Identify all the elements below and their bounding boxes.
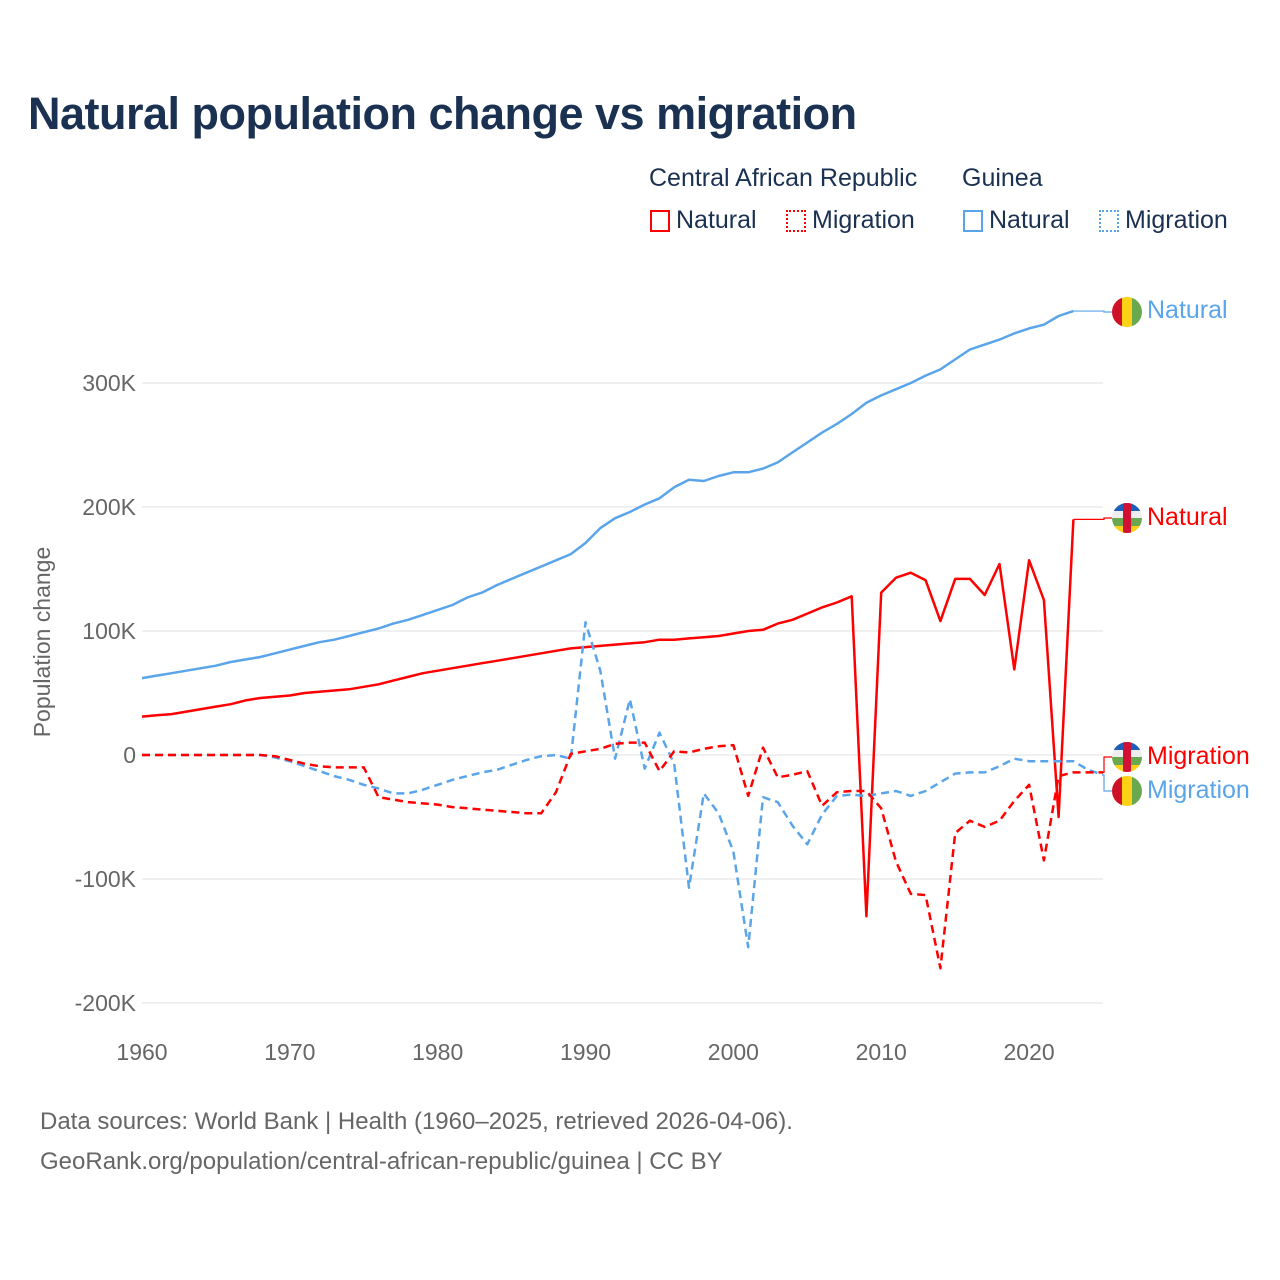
y-tick-label: -200K <box>75 990 137 1016</box>
legend-label: Migration <box>812 206 915 234</box>
legend-label: Natural <box>676 206 757 234</box>
car-flag-icon <box>1112 742 1142 772</box>
x-tick-label: 2000 <box>708 1039 759 1065</box>
legend-swatch <box>786 209 806 232</box>
footer-sources: Data sources: World Bank | Health (1960–… <box>40 1108 793 1135</box>
y-axis-label: Population change <box>29 547 55 738</box>
label-connector <box>1103 774 1112 792</box>
y-tick-label: 100K <box>82 618 136 644</box>
x-tick-label: 2010 <box>856 1039 907 1065</box>
y-tick-label: 300K <box>82 370 136 396</box>
series-line-central-african-republic-natural[interactable] <box>141 519 1075 918</box>
x-tick-label: 1980 <box>412 1039 463 1065</box>
legend-label: Natural <box>989 206 1070 234</box>
legend-item-car-migration[interactable]: Migration <box>786 206 915 235</box>
label-connector <box>1103 756 1112 773</box>
y-tick-label: -100K <box>75 866 137 892</box>
x-tick-label: 1960 <box>116 1039 167 1065</box>
x-tick-label: 1990 <box>560 1039 611 1065</box>
series-line-central-african-republic-migration[interactable] <box>142 741 1103 970</box>
end-label-car-migration: Migration <box>1147 742 1250 770</box>
legend-item-guinea-migration[interactable]: Migration <box>1099 206 1228 235</box>
legend-item-guinea-natural[interactable]: Natural <box>963 206 1070 235</box>
x-tick-label: 2020 <box>1003 1039 1054 1065</box>
legend-swatch <box>650 209 670 232</box>
end-label-guinea-migration: Migration <box>1147 776 1250 804</box>
legend-item-car-natural[interactable]: Natural <box>650 206 757 235</box>
legend-swatch <box>1099 209 1119 232</box>
legend-group-car: Central African Republic <box>649 164 918 192</box>
legend-label: Migration <box>1125 206 1228 234</box>
label-connector <box>1073 517 1112 520</box>
label-connector <box>1073 310 1112 313</box>
guinea-flag-icon <box>1112 776 1142 806</box>
y-tick-label: 0 <box>123 742 136 768</box>
y-tick-label: 200K <box>82 494 136 520</box>
car-flag-icon <box>1112 503 1142 533</box>
series-line-guinea-migration[interactable] <box>142 621 1104 949</box>
x-tick-label: 1970 <box>264 1039 315 1065</box>
chart-title: Natural population change vs migration <box>28 88 857 139</box>
end-label-car-natural: Natural <box>1147 503 1228 531</box>
guinea-flag-icon <box>1112 297 1142 327</box>
legend-group-guinea: Guinea <box>962 164 1043 192</box>
series-line-guinea-natural[interactable] <box>141 309 1074 680</box>
footer-link[interactable]: GeoRank.org/population/central-african-r… <box>40 1148 723 1175</box>
end-label-guinea-natural: Natural <box>1147 296 1228 324</box>
legend-swatch <box>963 209 983 232</box>
